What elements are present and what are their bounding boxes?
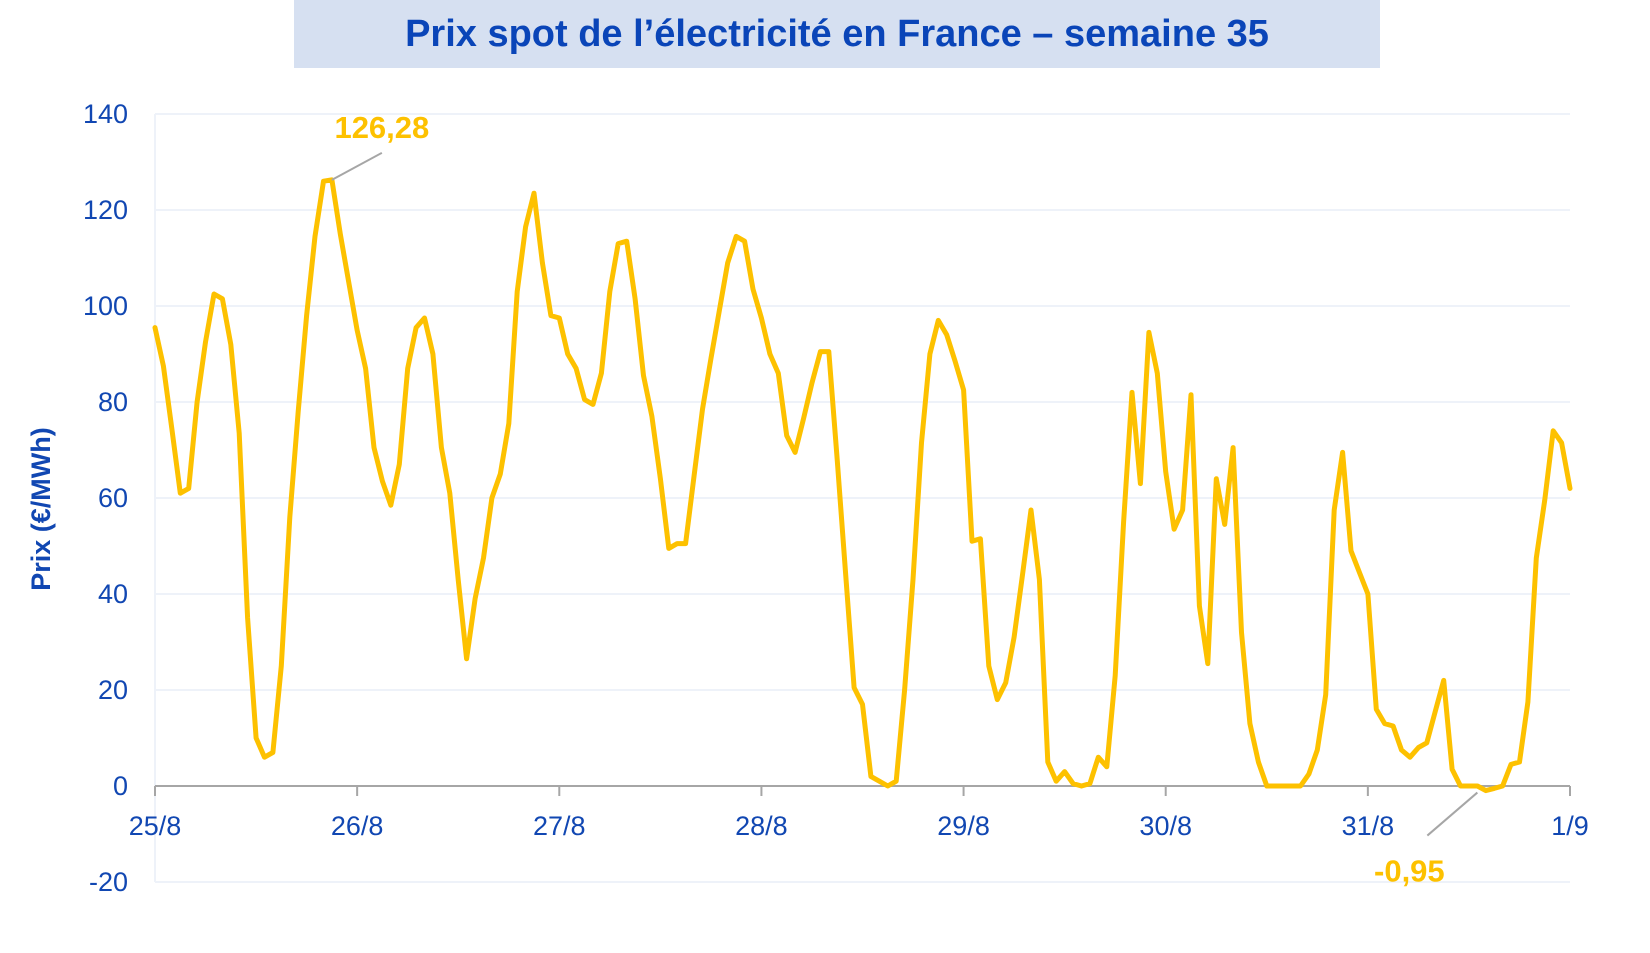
- y-tick-label: 80: [98, 387, 128, 417]
- y-tick-label: 60: [98, 483, 128, 513]
- chart-title: Prix spot de l’électricité en France – s…: [405, 12, 1269, 55]
- x-tick-label: 26/8: [331, 811, 384, 841]
- annotation-leader-min: [1426, 791, 1479, 837]
- x-tick-label: 31/8: [1342, 811, 1395, 841]
- x-axis: [154, 785, 1571, 796]
- y-tick-label: 100: [83, 291, 128, 321]
- y-tick-label: 120: [83, 195, 128, 225]
- y-tick-label: 0: [113, 771, 128, 801]
- chart-title-box: Prix spot de l’électricité en France – s…: [294, 0, 1380, 68]
- series-line-prix-spot: [152, 177, 1573, 794]
- annotation-max-label: 126,28: [334, 110, 429, 145]
- series-layer: [152, 177, 1573, 794]
- x-tick-labels: 25/8 26/8 27/8 28/8 29/8 30/8 31/8 1/9: [129, 811, 1589, 841]
- y-tick-label: 40: [98, 579, 128, 609]
- x-tick-label: 28/8: [735, 811, 788, 841]
- x-tick-label: 30/8: [1139, 811, 1192, 841]
- y-tick-label: 20: [98, 675, 128, 705]
- x-tick-label: 29/8: [937, 811, 990, 841]
- y-tick-label: 140: [83, 99, 128, 129]
- annotation-leader-max: [331, 151, 383, 181]
- x-tick-label: 25/8: [129, 811, 182, 841]
- x-tick-label: 27/8: [533, 811, 586, 841]
- annotation-min-label: -0,95: [1374, 854, 1445, 889]
- gridlines: [154, 113, 1570, 883]
- x-tick-label: 1/9: [1551, 811, 1589, 841]
- y-axis-label: Prix (€/MWh): [26, 427, 56, 591]
- y-axis: -20 0 20 40 60 80 100 120 140: [83, 99, 128, 897]
- annotations: 126,28 -0,95: [331, 110, 1479, 889]
- y-tick-label: -20: [89, 867, 128, 897]
